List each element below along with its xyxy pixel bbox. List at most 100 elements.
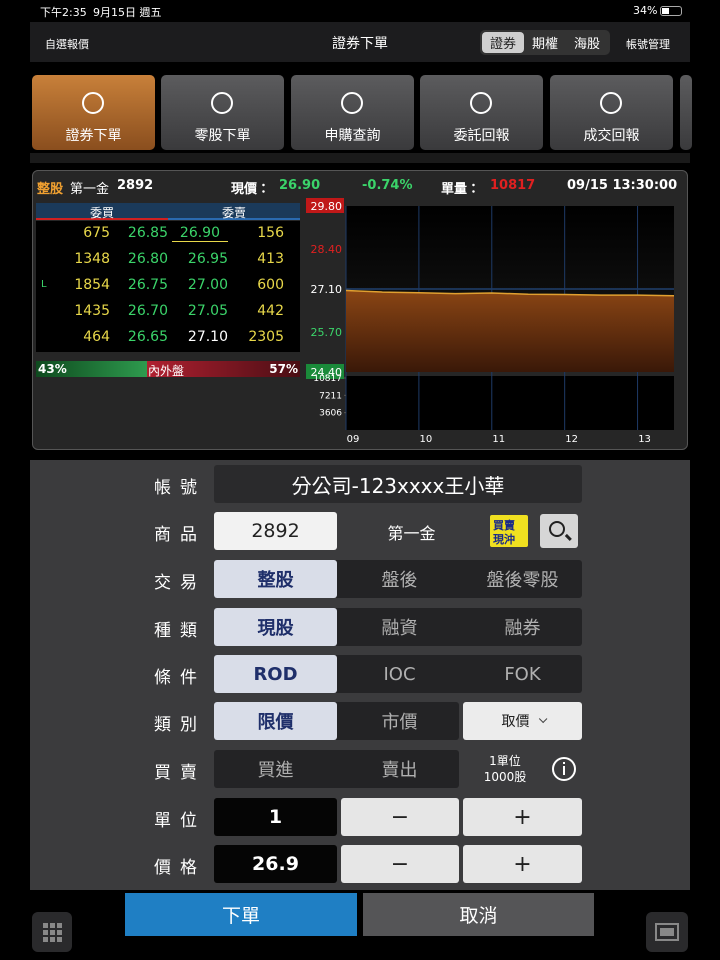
dropdown-label: 取價 <box>501 714 530 730</box>
info-dot <box>563 762 565 764</box>
segment-option[interactable]: 買進 <box>257 760 294 781</box>
badge-text: 買賣 <box>493 519 515 532</box>
field-label: 買賣 <box>154 763 206 783</box>
ask-header: 委賣 <box>221 206 246 220</box>
minus-button[interactable]: − <box>341 845 459 883</box>
segment-option[interactable]: 限價 <box>214 702 337 740</box>
field-label: 商品 <box>154 525 206 545</box>
grid-icon <box>43 923 62 942</box>
ask-size: 413 <box>257 251 284 267</box>
plus-button[interactable]: + <box>463 798 582 836</box>
price-area <box>346 290 674 372</box>
price-label: 現價： <box>231 182 271 197</box>
menu-label: 零股下單 <box>194 128 251 144</box>
nav-left[interactable]: 自選報價 <box>45 38 89 51</box>
ask-price: 27.10 <box>187 329 228 345</box>
field-label: 交易 <box>154 573 206 593</box>
field-label: 價格 <box>154 858 206 878</box>
unit-note: 1000股 <box>483 770 527 784</box>
menu-label: 申購查詢 <box>324 128 381 144</box>
menu-tile[interactable]: 零股下單 <box>161 75 284 150</box>
status-time: 下午2:35 <box>40 6 87 19</box>
segment-option[interactable]: 融資 <box>381 618 418 639</box>
ask-price: 27.05 <box>187 303 228 319</box>
segment-option[interactable]: 融券 <box>504 618 541 639</box>
search-handle <box>565 533 572 541</box>
nav-tab[interactable]: 期權 <box>531 37 558 52</box>
volume: 10817 <box>490 178 536 193</box>
y-tick-label: 28.40 <box>311 243 343 256</box>
search-button[interactable] <box>540 514 578 548</box>
x-tick-label: 13 <box>638 434 651 445</box>
unit-note: 1單位 <box>489 754 521 768</box>
nav-bar: 自選報價 證券下單 證券 期權 海股 帳號管理 <box>30 22 690 62</box>
screen-button[interactable] <box>646 912 688 952</box>
y-tick-label: 25.70 <box>311 326 343 339</box>
menu-tile[interactable]: 成交回報 <box>550 75 673 150</box>
nav-tab[interactable]: 海股 <box>573 37 600 52</box>
bid-price: 26.70 <box>127 303 168 319</box>
nav-right[interactable]: 帳號管理 <box>626 38 670 51</box>
input-value[interactable]: 1 <box>214 798 337 836</box>
grid-menu-button[interactable] <box>32 912 72 952</box>
stock-code: 2892 <box>117 178 154 193</box>
volume-tick-label: 3606 <box>319 409 342 419</box>
minus-button[interactable]: − <box>341 798 459 836</box>
price-chart: 29.80 28.40 27.10 25.70 24.40 09 10 11 12 13 10817… <box>306 198 675 445</box>
bid-size: 1348 <box>74 251 110 267</box>
info-icon[interactable] <box>552 757 576 781</box>
plus-button[interactable]: + <box>463 845 582 883</box>
menu-icon <box>470 92 492 114</box>
nav-tab[interactable]: 證券 <box>482 32 524 53</box>
daytrade-badge[interactable]: 買賣 現沖 <box>490 515 528 547</box>
segment-option[interactable]: 現股 <box>214 608 337 646</box>
change: -0.74% <box>362 178 413 193</box>
menu-label: 證券下單 <box>65 128 122 144</box>
bid-price: 26.80 <box>127 251 168 267</box>
segment-option[interactable]: FOK <box>504 663 541 685</box>
ask-size: 600 <box>257 277 284 293</box>
menu-shadow <box>30 153 690 163</box>
battery-level <box>662 8 669 14</box>
bid-price: 26.65 <box>127 329 168 345</box>
menu-tile[interactable]: 申購查詢 <box>291 75 414 150</box>
price-line <box>345 289 675 297</box>
info-bar <box>563 766 565 775</box>
book-header: 委買 委賣 <box>36 203 300 220</box>
product-input[interactable]: 2892 <box>214 512 337 550</box>
y-tick-label: 27.10 <box>311 283 343 296</box>
menu-tile[interactable]: 委託回報 <box>420 75 543 150</box>
order-form: 帳號 分公司-123xxxx王小華 商品 2892 第一金 買賣 現沖 交易 整股 盤後 盤後零股種… <box>30 460 690 890</box>
segment-option[interactable]: 盤後 <box>381 570 418 591</box>
menu-tile[interactable]: 證券下單 <box>32 75 155 150</box>
search-icon <box>549 521 565 537</box>
nav-tabs: 證券 期權 海股 <box>480 30 610 55</box>
bid-size: 1854 <box>74 277 110 293</box>
bid-size: 464 <box>83 329 110 345</box>
field-label: 類別 <box>154 715 206 735</box>
segment-option[interactable]: IOC <box>383 663 416 685</box>
cancel-button[interactable]: 取消 <box>363 893 594 936</box>
x-tick-label: 09 <box>347 434 360 445</box>
ask-price: 26.90 <box>171 225 228 242</box>
menu-icon <box>600 92 622 114</box>
menu-icon <box>82 92 104 114</box>
segment-option[interactable]: 賣出 <box>381 760 418 781</box>
dropdown[interactable]: 取價 <box>463 702 582 740</box>
segment-option[interactable]: 盤後零股 <box>486 570 559 591</box>
account-field[interactable]: 分公司-123xxxx王小華 <box>214 465 582 503</box>
segment-option[interactable]: 市價 <box>381 712 418 733</box>
segment-option[interactable]: ROD <box>214 655 337 693</box>
volume-label: 單量： <box>441 182 481 197</box>
submit-button[interactable]: 下單 <box>125 893 357 936</box>
ask-size: 442 <box>257 303 284 319</box>
bid-header: 委買 <box>89 206 114 220</box>
input-value[interactable]: 26.9 <box>214 845 337 883</box>
menu-icon <box>341 92 363 114</box>
segment-option[interactable]: 整股 <box>214 560 337 598</box>
price: 26.90 <box>279 178 321 193</box>
screen-icon <box>655 923 679 941</box>
nav-title: 證券下單 <box>332 36 388 52</box>
